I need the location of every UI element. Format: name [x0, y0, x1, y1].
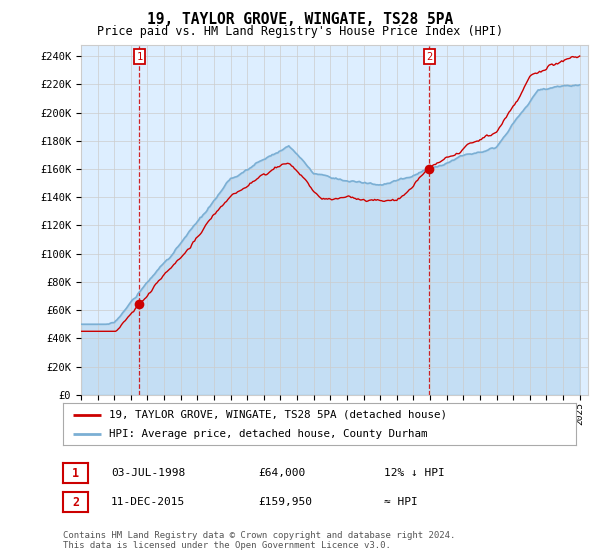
Text: ≈ HPI: ≈ HPI: [384, 497, 418, 507]
Text: 19, TAYLOR GROVE, WINGATE, TS28 5PA (detached house): 19, TAYLOR GROVE, WINGATE, TS28 5PA (det…: [109, 410, 447, 420]
Text: HPI: Average price, detached house, County Durham: HPI: Average price, detached house, Coun…: [109, 430, 428, 439]
Text: 11-DEC-2015: 11-DEC-2015: [111, 497, 185, 507]
Text: 19, TAYLOR GROVE, WINGATE, TS28 5PA: 19, TAYLOR GROVE, WINGATE, TS28 5PA: [147, 12, 453, 27]
Text: 1: 1: [72, 466, 79, 480]
Text: 2: 2: [426, 52, 433, 62]
Text: 12% ↓ HPI: 12% ↓ HPI: [384, 468, 445, 478]
Text: 2: 2: [72, 496, 79, 509]
Text: 03-JUL-1998: 03-JUL-1998: [111, 468, 185, 478]
Text: £159,950: £159,950: [258, 497, 312, 507]
Text: Price paid vs. HM Land Registry's House Price Index (HPI): Price paid vs. HM Land Registry's House …: [97, 25, 503, 38]
Text: 1: 1: [136, 52, 142, 62]
Text: Contains HM Land Registry data © Crown copyright and database right 2024.
This d: Contains HM Land Registry data © Crown c…: [63, 531, 455, 550]
Text: £64,000: £64,000: [258, 468, 305, 478]
